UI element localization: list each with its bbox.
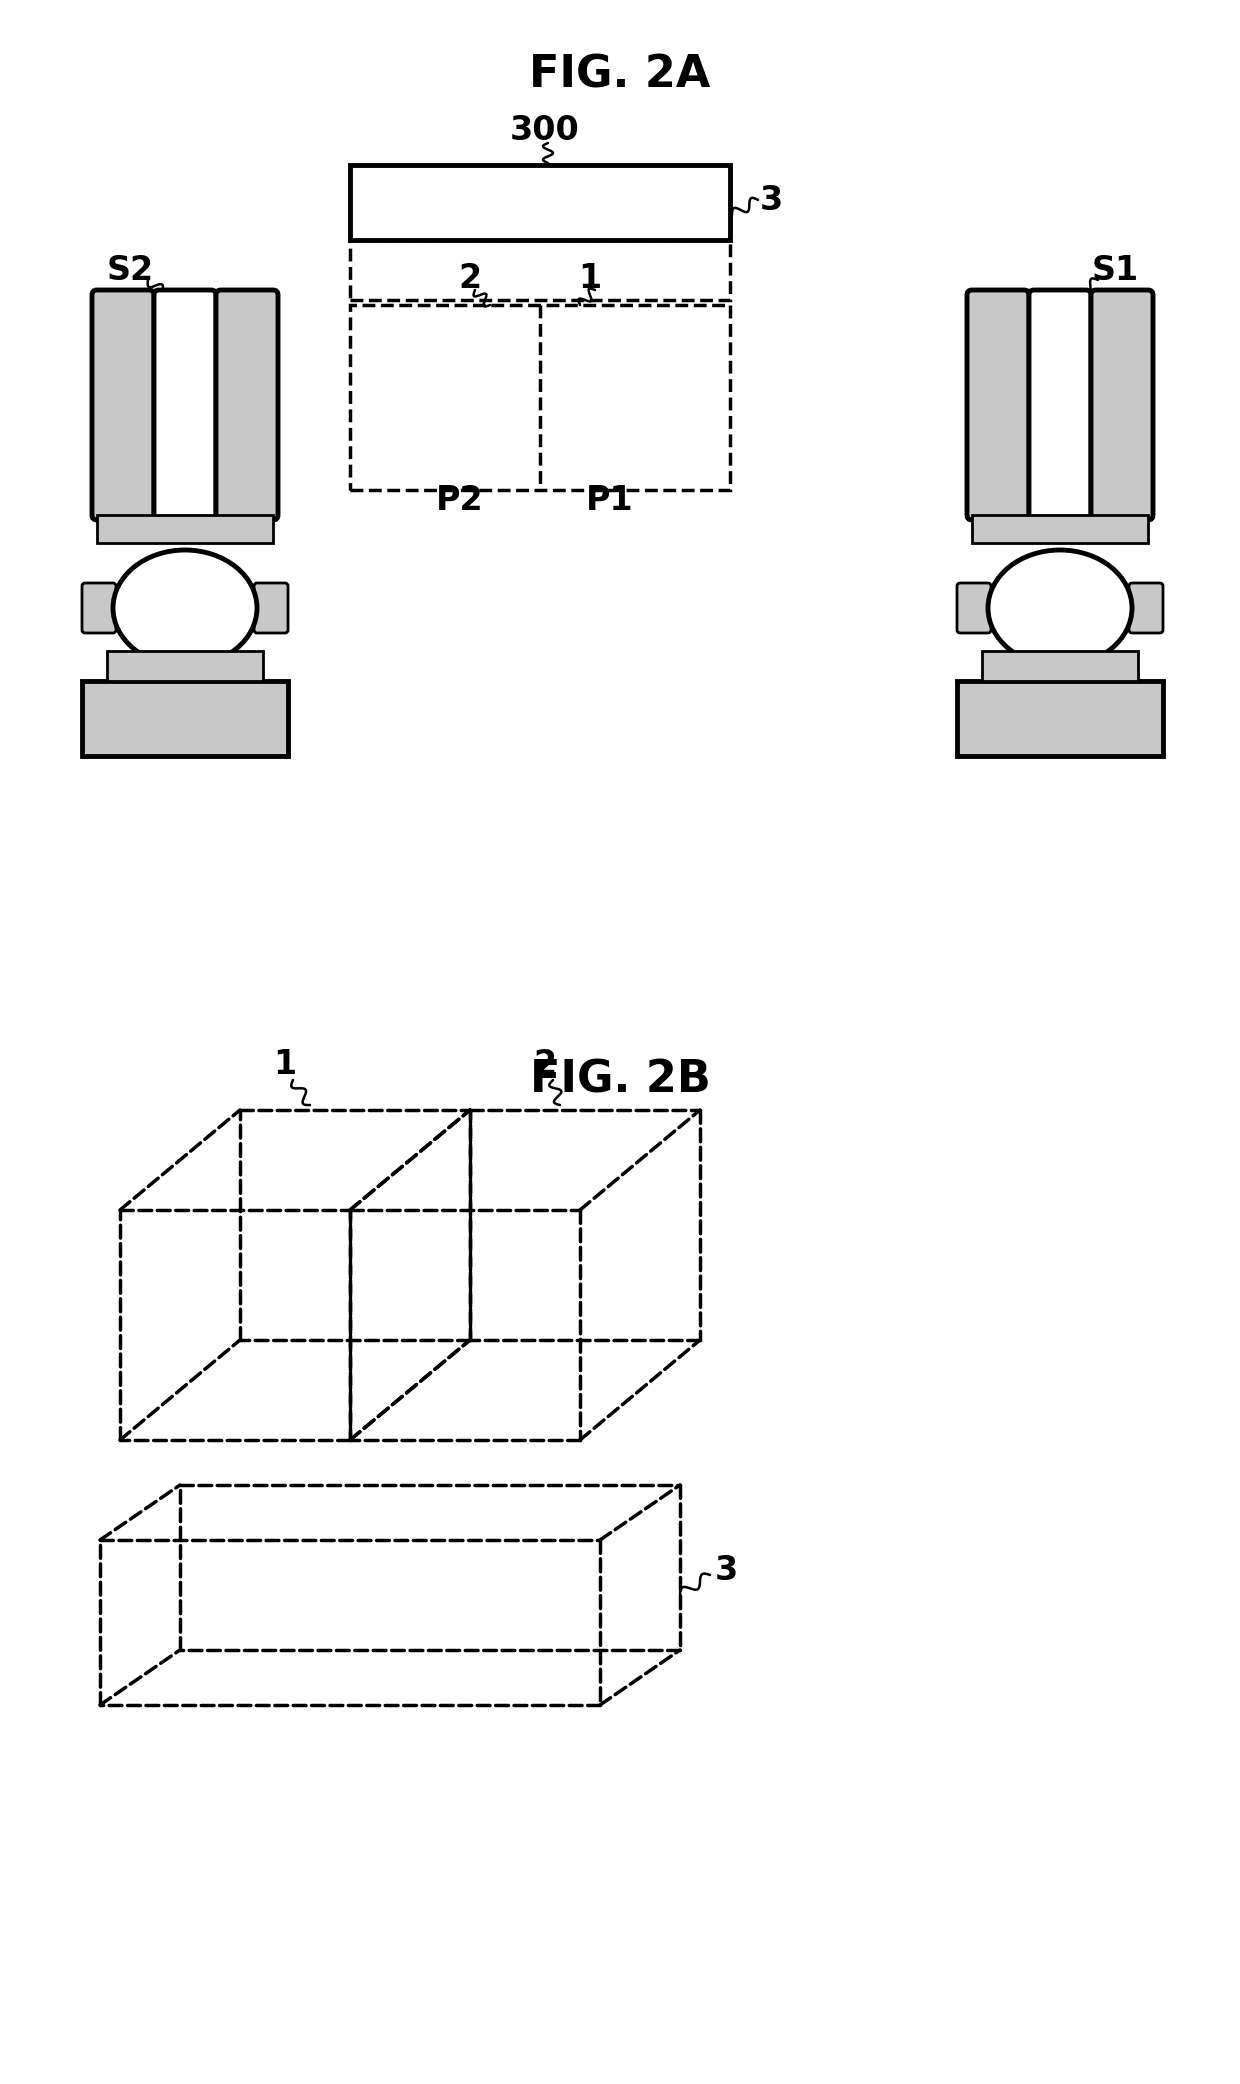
Text: P1: P1: [587, 483, 634, 517]
FancyBboxPatch shape: [967, 290, 1029, 521]
Bar: [350, 304, 730, 490]
Text: P2: P2: [436, 483, 484, 517]
Text: 3: 3: [760, 183, 784, 217]
Text: 2: 2: [459, 260, 481, 294]
FancyBboxPatch shape: [1091, 290, 1153, 521]
Text: 3: 3: [715, 1553, 738, 1586]
Bar: [972, 515, 1148, 544]
Bar: [82, 681, 288, 756]
Bar: [107, 650, 263, 681]
Text: FIG. 2B: FIG. 2B: [529, 1059, 711, 1102]
Bar: [350, 240, 730, 300]
Bar: [982, 650, 1138, 681]
Bar: [350, 165, 730, 240]
Text: 2: 2: [533, 1048, 557, 1082]
Text: S1: S1: [1091, 254, 1138, 286]
Bar: [957, 681, 1163, 756]
FancyBboxPatch shape: [82, 584, 117, 634]
FancyBboxPatch shape: [216, 290, 278, 521]
FancyBboxPatch shape: [1128, 584, 1163, 634]
Text: 300: 300: [510, 113, 580, 146]
Ellipse shape: [988, 550, 1132, 667]
Bar: [97, 515, 273, 544]
FancyBboxPatch shape: [1029, 290, 1091, 521]
Text: S2: S2: [107, 254, 154, 286]
FancyBboxPatch shape: [254, 584, 288, 634]
FancyBboxPatch shape: [154, 290, 216, 521]
Text: FIG. 2A: FIG. 2A: [529, 54, 711, 96]
FancyBboxPatch shape: [92, 290, 154, 521]
Ellipse shape: [113, 550, 257, 667]
Text: 1: 1: [578, 260, 601, 294]
Text: 1: 1: [274, 1048, 296, 1082]
FancyBboxPatch shape: [957, 584, 991, 634]
